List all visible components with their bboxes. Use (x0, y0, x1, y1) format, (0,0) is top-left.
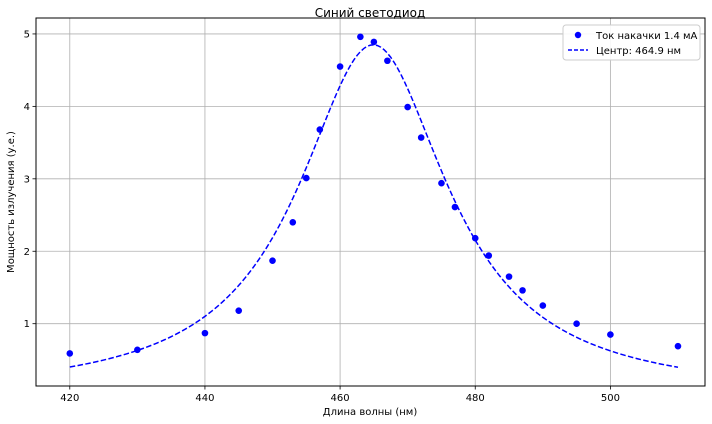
data-point (289, 218, 297, 226)
data-point (438, 179, 445, 187)
y-tick-label: 2 (24, 247, 30, 258)
data-point (336, 63, 344, 70)
x-tick-label: 460 (331, 393, 350, 404)
data-point (316, 126, 324, 133)
fit-curve-layer (69, 44, 679, 368)
legend-scatter-marker (574, 31, 582, 39)
data-point (357, 33, 364, 41)
chart-title: Синий светодиод (315, 6, 426, 20)
data-point (370, 38, 378, 46)
x-axis-ticks: 420 440 460 480 500 (60, 386, 620, 404)
data-point (674, 342, 682, 350)
data-point (505, 273, 513, 280)
data-point (66, 350, 74, 357)
x-tick-label: 420 (60, 393, 79, 404)
data-point (573, 320, 580, 328)
data-point (539, 302, 547, 309)
data-point (485, 252, 493, 259)
legend-box (562, 24, 701, 61)
data-point (201, 329, 209, 337)
data-point (404, 103, 411, 111)
data-point (134, 346, 141, 354)
y-tick-label: 3 (24, 174, 30, 185)
data-point (607, 331, 614, 338)
x-tick-label: 440 (195, 393, 214, 404)
legend: Ток накачки 1.4 мА Центр: 464.9 нм (562, 24, 701, 61)
data-point (235, 307, 243, 314)
data-point (471, 234, 479, 242)
y-axis-label: Мощность излучения (у.е.) (6, 131, 17, 273)
x-axis-label: Длина волны (нм) (323, 407, 418, 418)
y-axis-ticks: 1 2 3 4 5 (24, 29, 36, 330)
data-points-layer (66, 33, 682, 357)
data-point (451, 203, 459, 211)
data-point (519, 287, 526, 294)
plot-frame (35, 17, 706, 387)
y-tick-label: 4 (24, 102, 30, 113)
grid (36, 18, 705, 386)
legend-entry-fit: Центр: 464.9 нм (596, 46, 681, 57)
x-tick-label: 480 (466, 393, 485, 404)
y-tick-label: 1 (24, 319, 30, 330)
y-tick-label: 5 (24, 29, 30, 40)
data-point (384, 57, 391, 65)
x-tick-label: 500 (601, 393, 620, 404)
legend-entry-scatter: Ток накачки 1.4 мА (595, 31, 698, 42)
data-point (303, 174, 310, 182)
data-point (417, 134, 425, 141)
fit-curve-line (69, 44, 679, 368)
data-point (269, 257, 276, 264)
